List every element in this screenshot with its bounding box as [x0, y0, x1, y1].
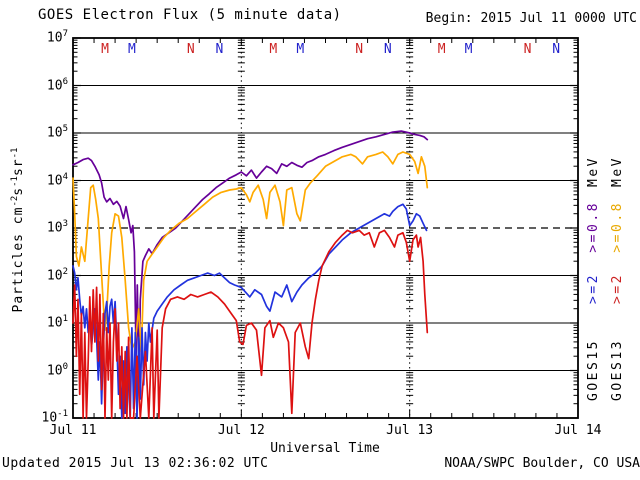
- y-tick-label-10e7: 107: [46, 29, 68, 46]
- credit-label: NOAA/SWPC Boulder, CO USA: [444, 456, 640, 471]
- y-axis-title: Particles cm-2s-1sr-1: [9, 147, 27, 313]
- y-tick-label-10e-1: 10-1: [41, 409, 69, 426]
- y-tick-label-10e2: 102: [46, 266, 68, 283]
- legend-goes13-ge08-label: >=0.8: [610, 201, 625, 253]
- y-tick-label-10e6: 106: [46, 76, 68, 93]
- marker-letter-N: N: [552, 42, 560, 57]
- y-tick-label-10e3: 103: [46, 219, 68, 236]
- marker-letter-M: M: [438, 42, 446, 57]
- marker-letter-M: M: [465, 42, 473, 57]
- marker-letter-N: N: [355, 42, 363, 57]
- legend-goes15-label: GOES15: [586, 339, 601, 401]
- series-goes15-0-8-mev: [72, 130, 429, 381]
- series-goes13-0-8-mev: [72, 151, 429, 353]
- begin-time-label: Begin: 2015 Jul 11 0000 UTC: [425, 11, 637, 26]
- series-goes15-2-mev: [72, 203, 428, 419]
- marker-letter-M: M: [101, 42, 109, 57]
- marker-letter-M: M: [269, 42, 277, 57]
- legend-goes15-ge2-label: >=2: [586, 273, 601, 304]
- marker-letter-M: M: [296, 42, 304, 57]
- legend-goes15-ge08-label: >=0.8: [586, 201, 601, 253]
- y-tick-label-10e5: 105: [46, 124, 68, 141]
- marker-letter-M: M: [128, 42, 136, 57]
- legend-goes13-mev-label: MeV: [610, 156, 625, 187]
- legend-goes15-mev-label: MeV: [586, 156, 601, 187]
- legend-goes13-label: GOES13: [610, 339, 625, 401]
- x-tick-label: Jul 14: [554, 423, 602, 438]
- y-tick-label-10e0: 100: [46, 361, 68, 378]
- marker-letter-N: N: [187, 42, 195, 57]
- x-tick-label: Jul 13: [386, 423, 434, 438]
- marker-letter-N: N: [216, 42, 224, 57]
- y-tick-label-10e1: 101: [46, 314, 68, 331]
- x-tick-label: Jul 12: [217, 423, 265, 438]
- legend-goes13-ge2-label: >=2: [610, 273, 625, 304]
- y-tick-label-10e4: 104: [46, 171, 68, 188]
- page-title: GOES Electron Flux (5 minute data): [38, 7, 342, 23]
- marker-letter-N: N: [384, 42, 392, 57]
- plot-frame: [72, 37, 579, 419]
- marker-letter-N: N: [524, 42, 532, 57]
- series-goes13-2-mev: [72, 229, 429, 419]
- x-tick-label: Jul 11: [49, 423, 97, 438]
- updated-timestamp: Updated 2015 Jul 13 02:36:02 UTC: [2, 456, 269, 471]
- x-axis-title: Universal Time: [270, 441, 380, 456]
